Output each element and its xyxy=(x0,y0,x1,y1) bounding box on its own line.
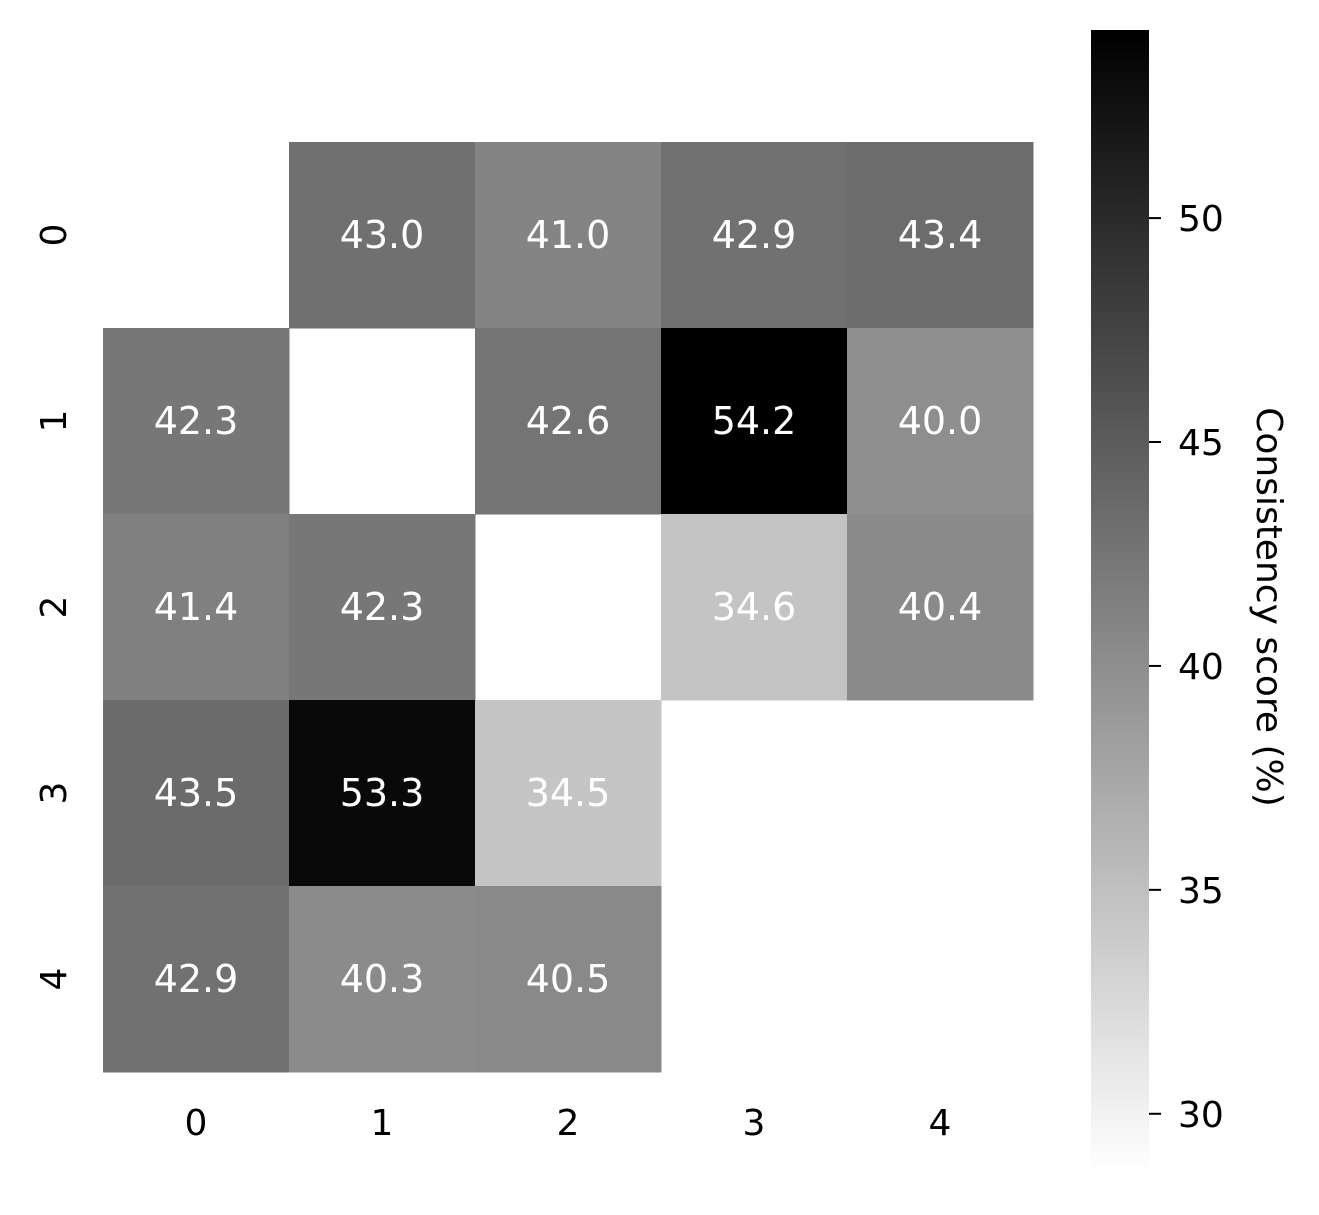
cell-annotation-r1-c4: 40.0 xyxy=(898,399,983,443)
heatmap-cell-r0-c1 xyxy=(289,142,476,329)
x-axis: 0 1 2 3 4 xyxy=(185,1103,952,1144)
colorbar: 30 35 40 45 50 xyxy=(1091,30,1224,1172)
heatmap-annotations: 43.0 41.0 42.9 43.4 42.3 42.6 54.2 40.0 41.4 42.3… xyxy=(154,213,983,1001)
cell-annotation-r4-c0: 42.9 xyxy=(154,957,239,1001)
heatmap-cell-r4-c0 xyxy=(103,886,290,1073)
heatmap-cell-r3-c0 xyxy=(103,700,290,887)
cell-annotation-r3-c2: 34.5 xyxy=(526,771,611,815)
cell-annotation-r0-c3: 42.9 xyxy=(712,213,797,257)
x-tick-label-2: 2 xyxy=(557,1103,580,1144)
cell-annotation-r1-c2: 42.6 xyxy=(526,399,611,443)
colorbar-tick-label-0: 30 xyxy=(1178,1095,1224,1136)
cell-annotation-r0-c2: 41.0 xyxy=(526,213,611,257)
cell-annotation-r1-c3: 54.2 xyxy=(712,399,797,443)
cell-annotation-r1-c0: 42.3 xyxy=(154,399,239,443)
cell-annotation-r3-c0: 43.5 xyxy=(154,771,239,815)
y-tick-label-0: 0 xyxy=(34,224,75,247)
colorbar-gradient xyxy=(1091,30,1149,1172)
heatmap-cells xyxy=(103,142,1034,1073)
heatmap-cell-r1-c0 xyxy=(103,328,290,515)
heatmap-cell-r1-c2 xyxy=(475,328,662,515)
heatmap-cell-r4-c2 xyxy=(475,886,662,1073)
heatmap-cell-r1-c3 xyxy=(661,328,848,515)
x-tick-label-3: 3 xyxy=(743,1103,766,1144)
x-tick-label-1: 1 xyxy=(371,1103,394,1144)
y-axis: 0 1 2 3 4 xyxy=(34,224,75,991)
y-tick-label-4: 4 xyxy=(34,968,75,991)
cell-annotation-r0-c1: 43.0 xyxy=(340,213,425,257)
y-tick-label-1: 1 xyxy=(34,410,75,433)
cell-annotation-r2-c1: 42.3 xyxy=(340,585,425,629)
x-tick-label-0: 0 xyxy=(185,1103,208,1144)
y-tick-label-3: 3 xyxy=(34,782,75,805)
x-tick-label-4: 4 xyxy=(929,1103,952,1144)
cell-annotation-r2-c3: 34.6 xyxy=(712,585,797,629)
cell-annotation-r4-c1: 40.3 xyxy=(340,957,425,1001)
colorbar-label: Consistency score (%) xyxy=(1248,407,1289,807)
cell-annotation-r4-c2: 40.5 xyxy=(526,957,611,1001)
heatmap-cell-r4-c1 xyxy=(289,886,476,1073)
colorbar-tick-label-2: 40 xyxy=(1178,647,1224,688)
cell-annotation-r2-c0: 41.4 xyxy=(154,585,239,629)
heatmap-cell-r2-c0 xyxy=(103,514,290,701)
cell-annotation-r2-c4: 40.4 xyxy=(898,585,983,629)
heatmap-cell-r2-c1 xyxy=(289,514,476,701)
heatmap-cell-r0-c2 xyxy=(475,142,662,329)
heatmap-cell-r3-c1 xyxy=(289,700,476,887)
heatmap-cell-r0-c3 xyxy=(661,142,848,329)
colorbar-tick-label-3: 45 xyxy=(1178,423,1224,464)
cell-annotation-r3-c1: 53.3 xyxy=(340,771,425,815)
heatmap-cell-r2-c4 xyxy=(847,514,1034,701)
colorbar-tick-label-4: 50 xyxy=(1178,199,1224,240)
heatmap-cell-r3-c2 xyxy=(475,700,662,887)
heatmap-cell-r2-c3 xyxy=(661,514,848,701)
cell-annotation-r0-c4: 43.4 xyxy=(898,213,983,257)
heatmap-cell-r1-c4 xyxy=(847,328,1034,515)
y-tick-label-2: 2 xyxy=(34,596,75,619)
colorbar-tick-label-1: 35 xyxy=(1178,871,1224,912)
heatmap-cell-r0-c4 xyxy=(847,142,1034,329)
